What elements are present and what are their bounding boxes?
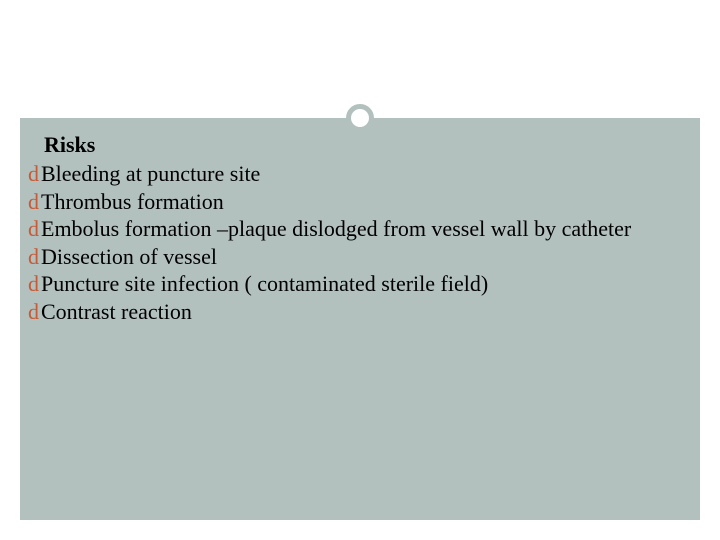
slide-top-area	[0, 0, 720, 108]
bullet-marker-icon: d	[28, 270, 39, 298]
slide-content: Risks d Bleeding at puncture site d Thro…	[28, 132, 692, 325]
bullet-text: Thrombus formation	[41, 188, 692, 216]
bullet-text: Bleeding at puncture site	[41, 160, 692, 188]
list-item: d Dissection of vessel	[28, 243, 692, 271]
list-item: d Contrast reaction	[28, 298, 692, 326]
list-item: d Puncture site infection ( contaminated…	[28, 270, 692, 298]
bullet-marker-icon: d	[28, 298, 39, 326]
bullet-marker-icon: d	[28, 188, 39, 216]
bullet-text: Contrast reaction	[41, 298, 692, 326]
list-item: d Bleeding at puncture site	[28, 160, 692, 188]
slide-container: Risks d Bleeding at puncture site d Thro…	[0, 0, 720, 540]
list-item: d Thrombus formation	[28, 188, 692, 216]
list-item: d Embolus formation –plaque dislodged fr…	[28, 215, 692, 243]
bullet-text: Embolus formation –plaque dislodged from…	[41, 215, 692, 243]
bullet-marker-icon: d	[28, 160, 39, 188]
slide-heading: Risks	[44, 132, 692, 158]
bullet-text: Puncture site infection ( contaminated s…	[41, 270, 692, 298]
bullet-marker-icon: d	[28, 243, 39, 271]
bullet-text: Dissection of vessel	[41, 243, 692, 271]
bullet-marker-icon: d	[28, 215, 39, 243]
circle-decoration-icon	[346, 104, 374, 132]
